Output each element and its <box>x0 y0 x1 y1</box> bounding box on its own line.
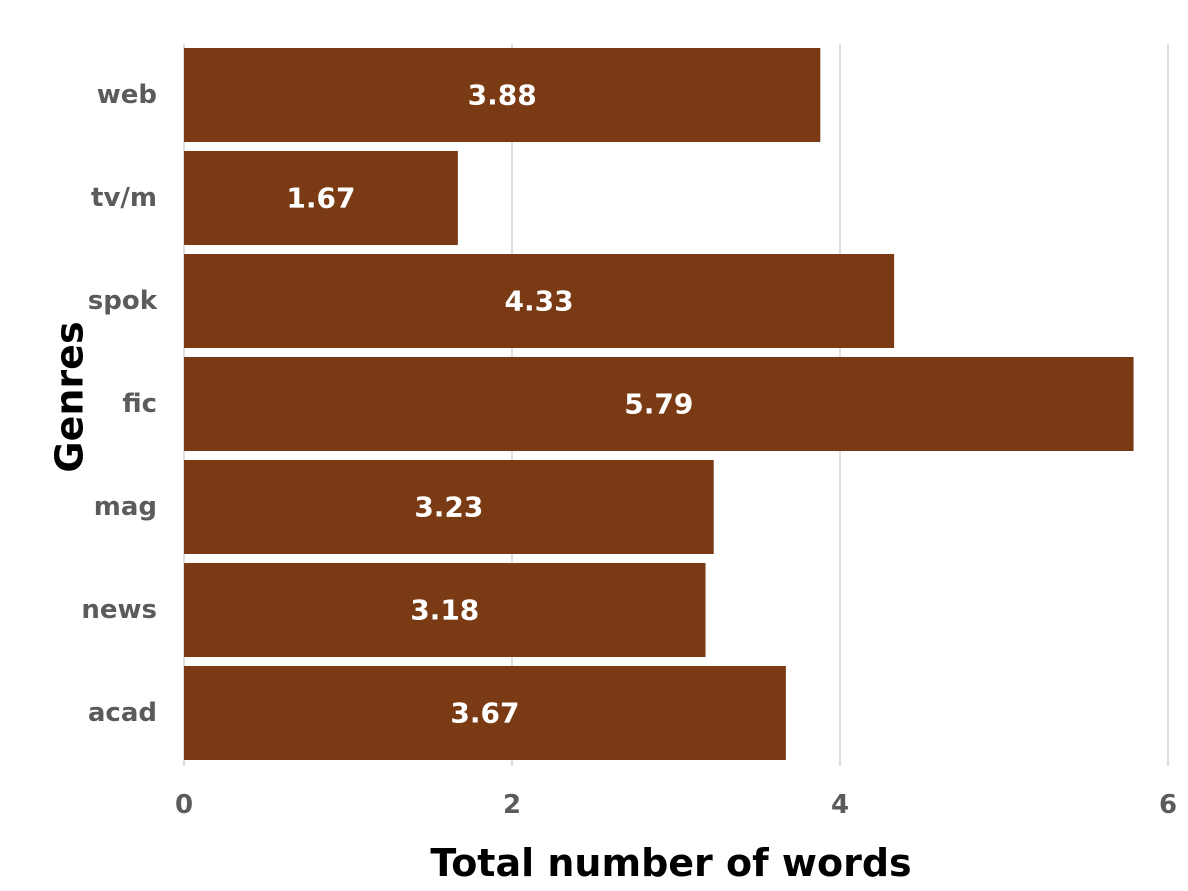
bar-web <box>184 48 821 142</box>
x-tick-label: 6 <box>1159 790 1177 820</box>
bar-news <box>184 563 706 657</box>
y-tick-label: spok <box>88 286 158 316</box>
bar-value-label: 4.33 <box>505 285 574 318</box>
y-tick-label: fic <box>122 389 157 419</box>
y-axis-tick-labels: web tv/m spok fic mag news acad <box>81 80 157 728</box>
y-tick-label: mag <box>94 492 157 522</box>
bar-fic <box>184 357 1134 451</box>
bar-value-labels: 3.88 1.67 4.33 5.79 3.23 3.18 3.67 <box>286 79 693 730</box>
bar-mag <box>184 460 714 554</box>
bar-value-label: 5.79 <box>624 388 693 421</box>
x-axis-title: Total number of words <box>430 841 911 885</box>
bar-value-label: 3.18 <box>410 594 479 627</box>
bar-spok <box>184 254 895 348</box>
x-axis-tick-labels: 0 2 4 6 <box>175 790 1177 820</box>
bar-tv-m <box>184 151 458 245</box>
bar-value-label: 3.88 <box>468 79 537 112</box>
x-tick-label: 2 <box>503 790 521 820</box>
x-tick-label: 4 <box>831 790 849 820</box>
y-tick-label: web <box>97 80 157 110</box>
bar-acad <box>184 666 786 760</box>
y-axis-title: Genres <box>48 321 92 472</box>
y-tick-label: news <box>81 595 157 625</box>
y-tick-label: acad <box>88 698 157 728</box>
bar-value-label: 3.67 <box>450 697 519 730</box>
x-tick-label: 0 <box>175 790 193 820</box>
bar-value-label: 1.67 <box>286 182 355 215</box>
bar-value-label: 3.23 <box>414 491 483 524</box>
bars <box>184 48 1134 760</box>
y-tick-label: tv/m <box>91 183 157 213</box>
